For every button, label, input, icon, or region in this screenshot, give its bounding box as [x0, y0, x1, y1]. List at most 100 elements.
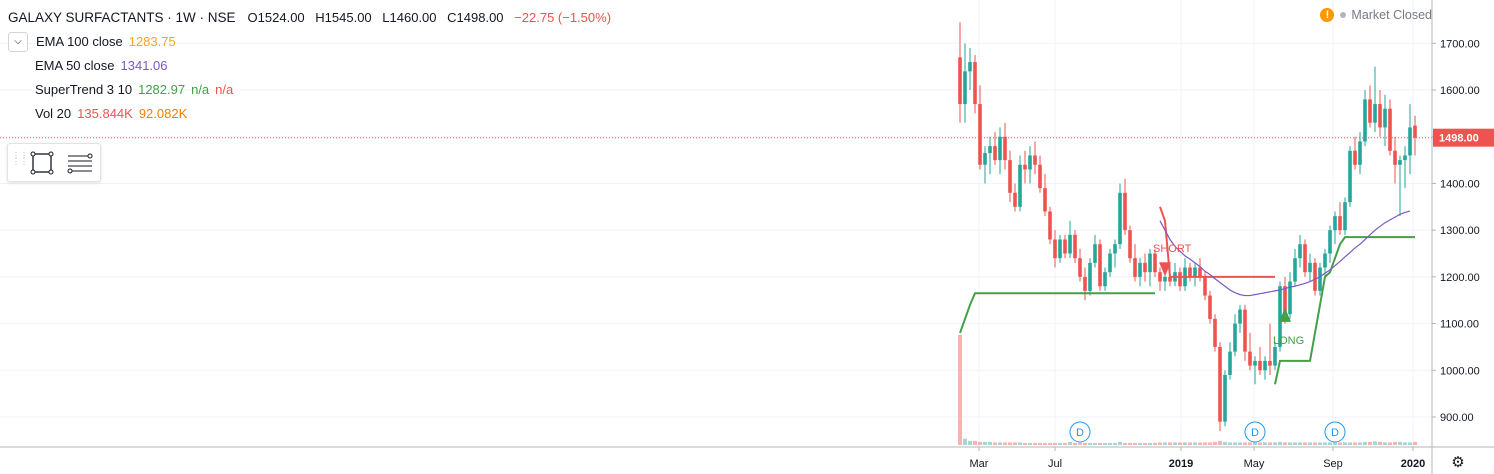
volume-bar — [1198, 442, 1202, 445]
volume-bar — [1028, 442, 1032, 445]
volume-bar — [1403, 442, 1407, 445]
volume-bar — [1088, 442, 1092, 445]
candle-body — [1233, 323, 1237, 352]
candle-body — [1258, 360, 1262, 371]
volume-bar — [1173, 442, 1177, 445]
warning-icon[interactable]: ! — [1320, 8, 1335, 22]
volume-bar — [1293, 442, 1297, 445]
candle-body — [1353, 150, 1357, 165]
short-signal-arrow — [1159, 262, 1171, 277]
volume-bar — [1258, 442, 1262, 445]
candle-body — [1128, 230, 1132, 259]
candle-body — [1188, 267, 1192, 277]
volume-bar — [1378, 441, 1382, 445]
ema100-row[interactable]: ⌵ EMA 100 close 1283.75 — [8, 30, 618, 54]
candle-body — [988, 146, 992, 154]
symbol-title[interactable]: GALAXY SURFACTANTS · 1W · NSE — [8, 10, 236, 25]
volume-bar — [1338, 442, 1342, 445]
volume-bar — [1163, 442, 1167, 445]
candle-body — [1308, 262, 1312, 273]
candle-body — [1263, 360, 1267, 371]
volume-bar — [1128, 442, 1132, 445]
volume-value-2: 92.082K — [138, 106, 188, 121]
supertrend-value: 1282.97 — [138, 82, 186, 97]
volume-bar — [1363, 441, 1367, 445]
dividend-label: D — [1331, 427, 1339, 439]
volume-bar — [1228, 442, 1232, 445]
volume-bar — [1158, 442, 1162, 445]
candle-body — [1168, 276, 1172, 282]
volume-bar — [983, 441, 987, 445]
candle-body — [958, 57, 962, 105]
candlesticks — [958, 22, 1417, 431]
volume-label: Vol 20 — [35, 106, 72, 121]
symbol-row: GALAXY SURFACTANTS · 1W · NSE O1524.00 H… — [8, 6, 618, 30]
dividend-marker[interactable] — [1324, 421, 1346, 443]
chevron-down-icon[interactable]: ⌵ — [8, 32, 28, 52]
close-value: C1498.00 — [447, 10, 504, 25]
volume-bar — [1013, 442, 1017, 445]
candle-body — [1088, 262, 1092, 291]
volume-bar — [1143, 442, 1147, 445]
candle-body — [1108, 253, 1112, 273]
volume-bar — [1278, 441, 1282, 445]
ema50-row[interactable]: EMA 50 close 1341.06 — [35, 54, 618, 78]
candle-body — [1028, 155, 1032, 170]
volume-bar — [1018, 442, 1022, 445]
candle-body — [1073, 234, 1077, 259]
time-tick-label: May — [1244, 458, 1265, 470]
market-status-text: Market Closed — [1351, 8, 1432, 22]
supertrend-row[interactable]: SuperTrend 3 10 1282.97 n/a n/a — [35, 78, 618, 102]
candle-body — [1093, 244, 1097, 263]
candle-body — [1268, 360, 1272, 366]
candle-body — [1193, 267, 1197, 277]
volume-bar — [1233, 442, 1237, 445]
volume-bar — [1353, 442, 1357, 445]
volume-bar — [1203, 442, 1207, 445]
candle-body — [1318, 267, 1322, 291]
volume-bar — [1263, 442, 1267, 445]
candle-body — [1223, 374, 1227, 422]
volume-bar — [1148, 442, 1152, 445]
candle-body — [1208, 295, 1212, 319]
rectangle-icon[interactable] — [26, 147, 58, 179]
candle-body — [963, 71, 967, 105]
candle-body — [1153, 253, 1157, 273]
drawing-toolbox[interactable]: ⋮⋮ ⋮⋮ — [7, 143, 101, 182]
gear-icon[interactable]: ⚙ — [1451, 454, 1464, 471]
candle-body — [1363, 99, 1367, 142]
candle-body — [1058, 239, 1062, 259]
volume-bar — [1303, 442, 1307, 445]
volume-bar — [1193, 442, 1197, 445]
volume-bar — [1368, 441, 1372, 445]
supertrend-na-1: n/a — [191, 82, 210, 97]
volume-bar — [1213, 441, 1217, 445]
drag-grip-icon[interactable]: ⋮⋮ ⋮⋮ — [12, 150, 28, 166]
dividend-marker[interactable] — [1069, 421, 1091, 443]
long-signal-arrow — [1279, 307, 1291, 322]
candle-body — [1218, 346, 1222, 422]
short-signal-label: SHORT — [1153, 243, 1192, 255]
candle-body — [1118, 192, 1122, 245]
volume-bar — [1333, 442, 1337, 445]
candle-body — [1078, 258, 1082, 277]
candle-body — [1043, 188, 1047, 212]
dividend-marker[interactable] — [1244, 421, 1266, 443]
ema50-value: 1341.06 — [120, 58, 168, 73]
candle-body — [1018, 164, 1022, 207]
volume-row[interactable]: Vol 20 135.844K 92.082K — [35, 102, 618, 126]
candle-body — [1278, 286, 1282, 347]
candle-body — [1393, 150, 1397, 165]
candle-body — [1203, 276, 1207, 296]
volume-bar — [958, 335, 962, 445]
price-tick-label: 1300.00 — [1440, 225, 1480, 237]
lines-icon[interactable] — [64, 147, 96, 179]
candle-body — [1238, 309, 1242, 324]
volume-bar — [1178, 442, 1182, 445]
volume-bar — [1103, 442, 1107, 445]
time-tick-label: Sep — [1323, 458, 1343, 470]
candle-body — [1098, 244, 1102, 287]
low-value: L1460.00 — [382, 10, 437, 25]
candle-body — [1198, 267, 1202, 277]
